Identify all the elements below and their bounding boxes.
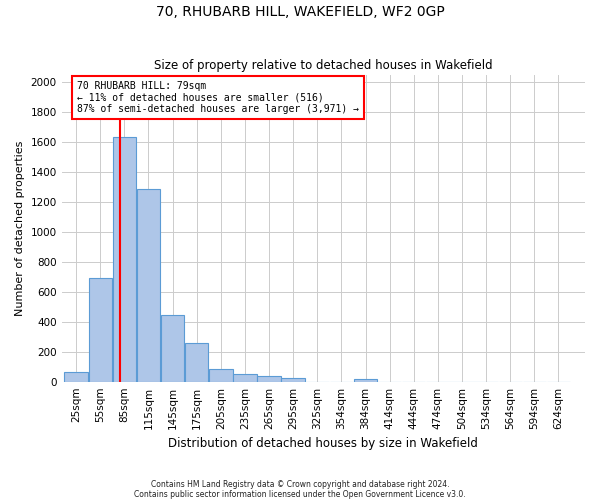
Bar bbox=[113, 138, 136, 382]
Bar bbox=[64, 372, 88, 382]
Text: 70, RHUBARB HILL, WAKEFIELD, WF2 0GP: 70, RHUBARB HILL, WAKEFIELD, WF2 0GP bbox=[155, 5, 445, 19]
Title: Size of property relative to detached houses in Wakefield: Size of property relative to detached ho… bbox=[154, 59, 493, 72]
Bar bbox=[185, 344, 208, 382]
X-axis label: Distribution of detached houses by size in Wakefield: Distribution of detached houses by size … bbox=[169, 437, 478, 450]
Bar bbox=[161, 315, 184, 382]
Bar bbox=[257, 376, 281, 382]
Text: 70 RHUBARB HILL: 79sqm
← 11% of detached houses are smaller (516)
87% of semi-de: 70 RHUBARB HILL: 79sqm ← 11% of detached… bbox=[77, 80, 359, 114]
Bar bbox=[281, 378, 305, 382]
Bar bbox=[233, 374, 257, 382]
Bar bbox=[209, 369, 233, 382]
Bar bbox=[137, 189, 160, 382]
Y-axis label: Number of detached properties: Number of detached properties bbox=[15, 140, 25, 316]
Bar bbox=[89, 278, 112, 382]
Text: Contains HM Land Registry data © Crown copyright and database right 2024.
Contai: Contains HM Land Registry data © Crown c… bbox=[134, 480, 466, 499]
Bar bbox=[354, 379, 377, 382]
